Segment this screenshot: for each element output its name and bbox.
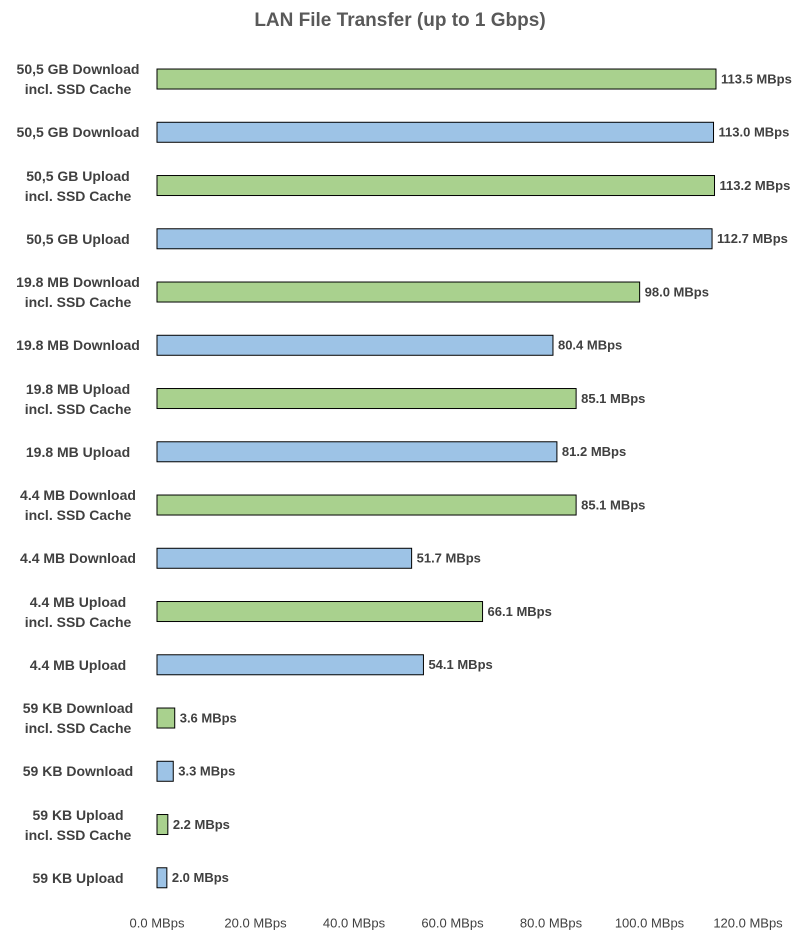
- value-label: 3.6 MBps: [180, 710, 237, 725]
- x-tick-label: 80.0 MBps: [520, 915, 583, 930]
- value-label: 51.7 MBps: [417, 551, 481, 566]
- y-tick-label: 59 KB Download: [22, 763, 134, 780]
- y-tick-label: 19.8 MB Download: [16, 337, 140, 354]
- bar: [156, 334, 554, 356]
- value-label: 80.4 MBps: [558, 338, 622, 353]
- y-tick-label: 19.8 MB Download incl. SSD Cache: [16, 274, 140, 311]
- bar: [156, 121, 715, 143]
- value-label: 66.1 MBps: [488, 604, 552, 619]
- bar: [156, 441, 558, 463]
- value-label: 2.2 MBps: [173, 817, 230, 832]
- chart-title: LAN File Transfer (up to 1 Gbps): [254, 10, 546, 31]
- value-label: 113.2 MBps: [720, 178, 791, 193]
- bar: [156, 494, 577, 516]
- value-label: 113.0 MBps: [719, 125, 790, 140]
- bar: [156, 228, 713, 250]
- value-label: 2.0 MBps: [172, 870, 229, 885]
- y-tick-label: 59 KB Upload incl. SSD Cache: [24, 806, 132, 843]
- value-label: 85.1 MBps: [581, 391, 645, 406]
- x-tick-label: 60.0 MBps: [421, 915, 484, 930]
- bar: [156, 760, 174, 782]
- bar: [156, 707, 176, 729]
- value-label: 81.2 MBps: [562, 444, 626, 459]
- value-label: 112.7 MBps: [717, 231, 788, 246]
- bar: [156, 601, 484, 623]
- bar: [156, 281, 641, 303]
- y-tick-label: 4.4 MB Download: [20, 550, 136, 567]
- x-tick-label: 120.0 MBps: [713, 915, 783, 930]
- y-tick-label: 50,5 GB Download incl. SSD Cache: [16, 61, 140, 98]
- bar: [156, 867, 168, 889]
- value-label: 98.0 MBps: [645, 284, 709, 299]
- y-tick-label: 19.8 MB Upload incl. SSD Cache: [24, 380, 132, 417]
- y-tick-label: 59 KB Download incl. SSD Cache: [22, 700, 134, 737]
- y-tick-label: 4.4 MB Download incl. SSD Cache: [20, 487, 136, 524]
- bar: [156, 547, 413, 569]
- value-label: 3.3 MBps: [178, 764, 235, 779]
- bar: [156, 814, 169, 836]
- y-tick-label: 19.8 MB Upload: [25, 443, 131, 460]
- y-tick-label: 59 KB Upload: [32, 869, 124, 886]
- x-tick-label: 40.0 MBps: [323, 915, 386, 930]
- y-tick-label: 4.4 MB Upload incl. SSD Cache: [24, 593, 132, 630]
- bar: [156, 175, 716, 197]
- y-tick-label: 50,5 GB Upload: [26, 230, 130, 247]
- value-label: 113.5 MBps: [721, 71, 792, 86]
- y-tick-label: 50,5 GB Download: [16, 124, 140, 141]
- bar: [156, 654, 424, 676]
- bar: [156, 68, 717, 90]
- value-label: 85.1 MBps: [581, 497, 645, 512]
- x-tick-label: 0.0 MBps: [130, 915, 185, 930]
- y-tick-label: 50,5 GB Upload incl. SSD Cache: [24, 167, 132, 204]
- x-tick-label: 100.0 MBps: [615, 915, 685, 930]
- bar: [156, 388, 577, 410]
- y-tick-label: 4.4 MB Upload: [29, 656, 127, 673]
- x-tick-label: 20.0 MBps: [224, 915, 287, 930]
- value-label: 54.1 MBps: [428, 657, 492, 672]
